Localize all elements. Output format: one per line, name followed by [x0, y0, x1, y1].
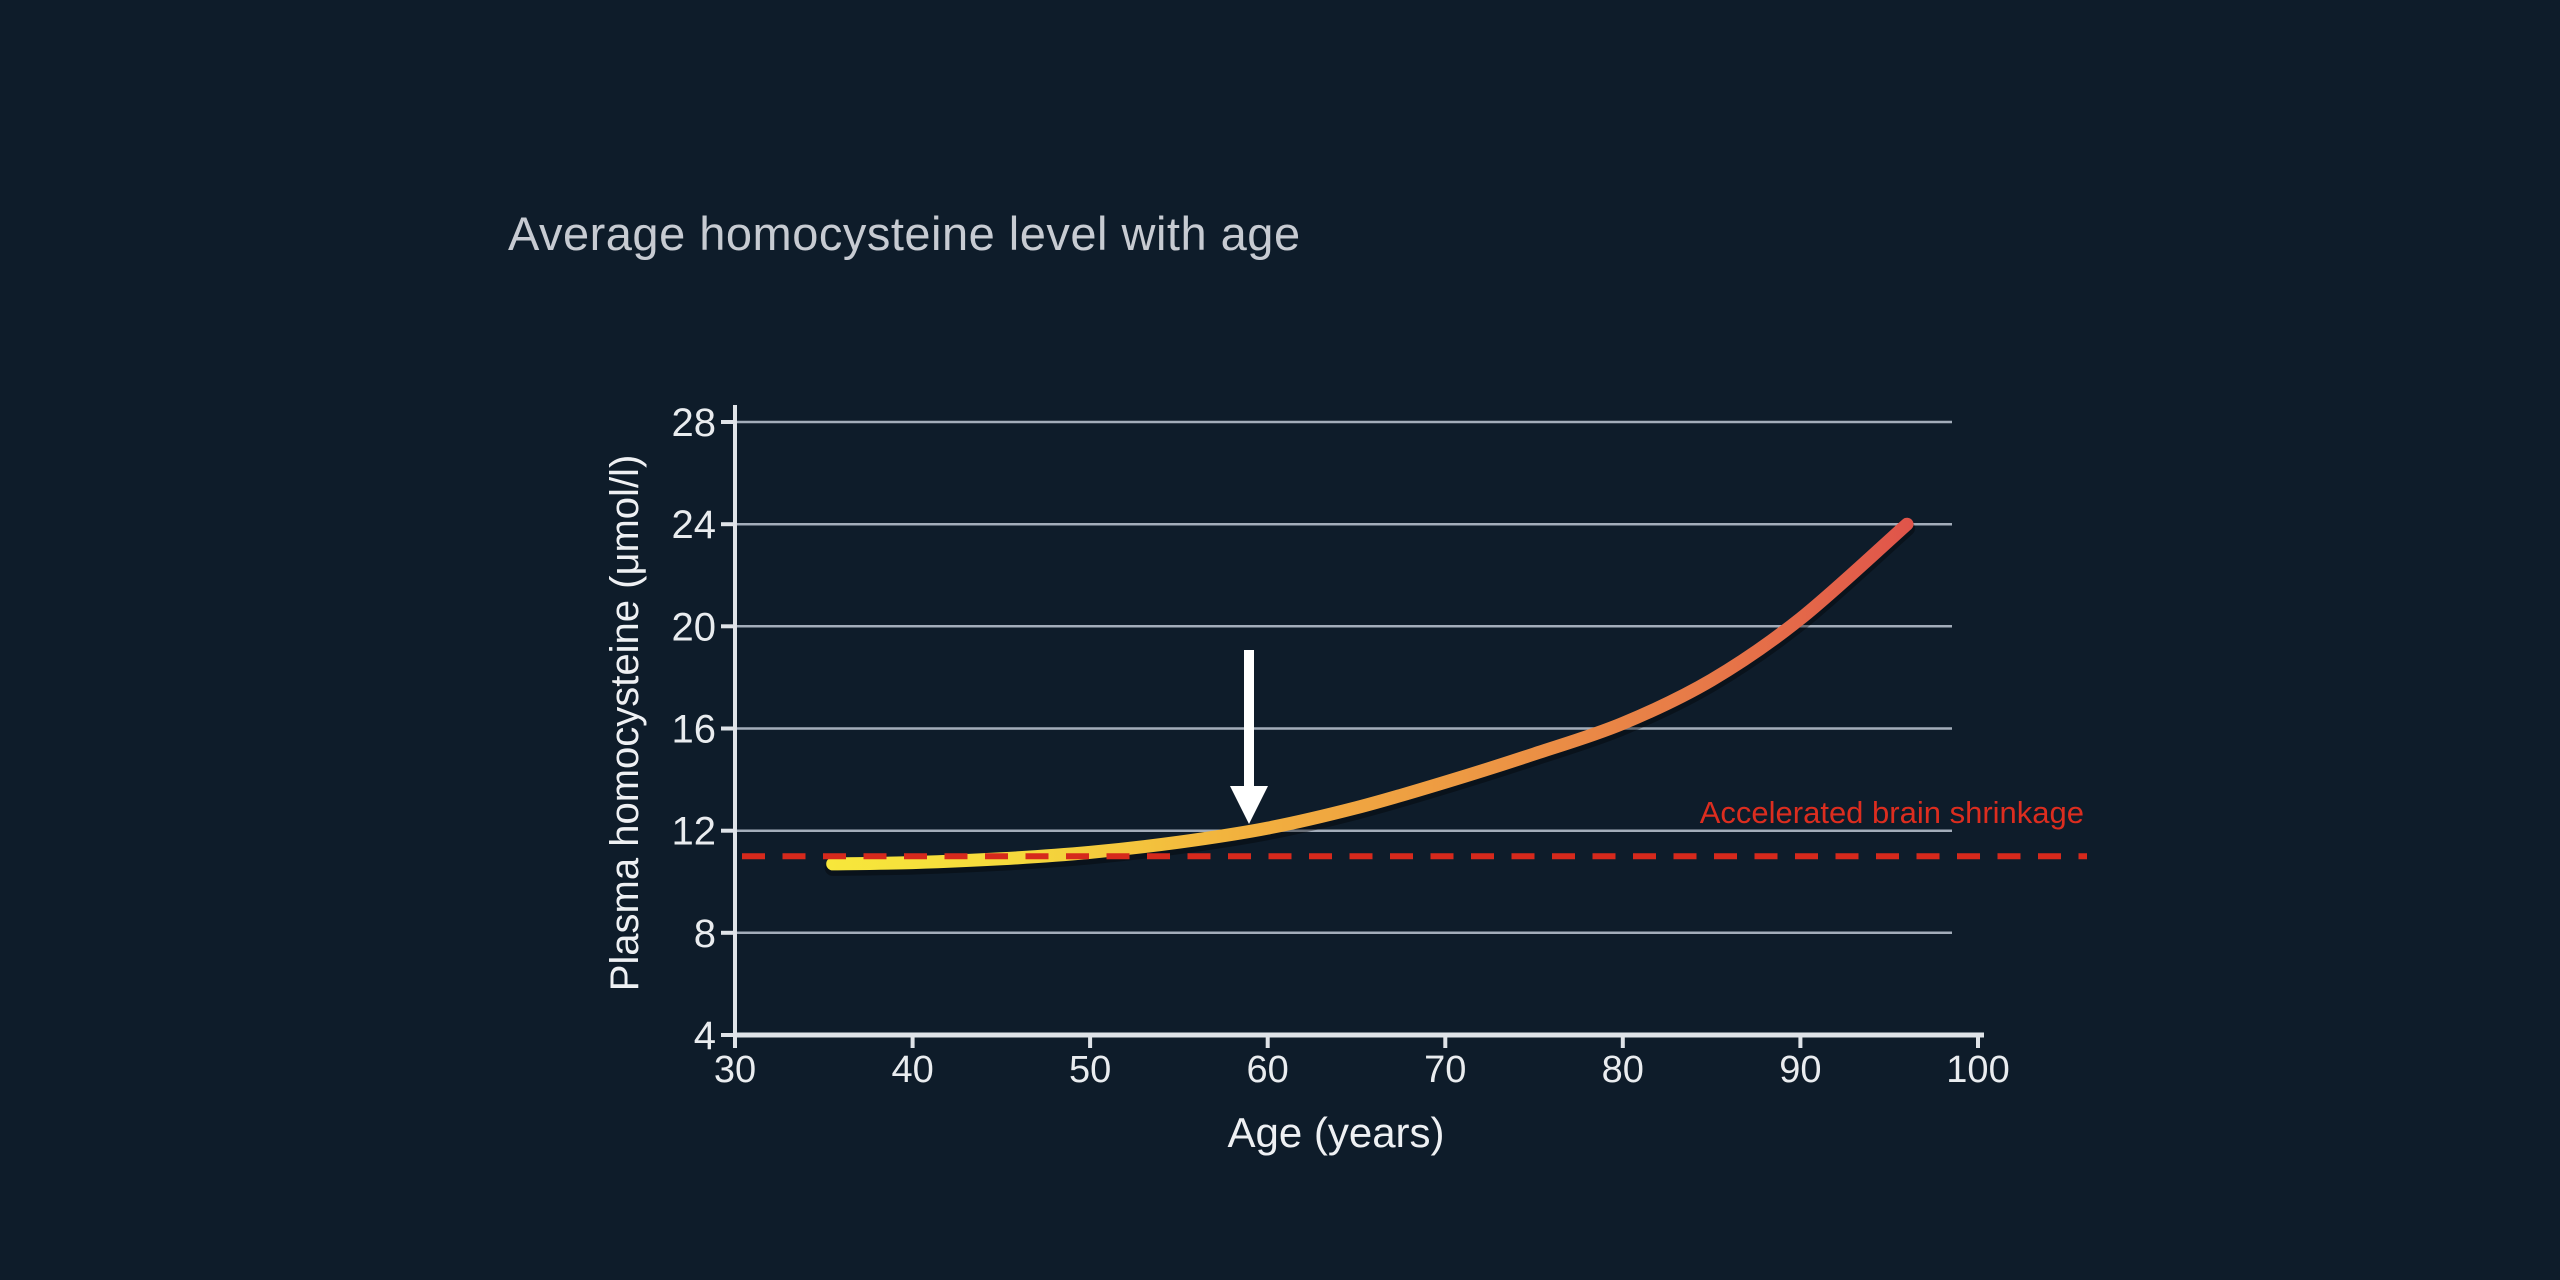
y-tick-labels: 28 24 20 16 12 8 4: [672, 401, 717, 1058]
y-tick-label: 4: [694, 1014, 716, 1058]
y-tick-label: 16: [672, 708, 717, 752]
gridlines: [735, 420, 1952, 935]
x-tick-label: 100: [1946, 1049, 2009, 1091]
y-tick-label: 28: [672, 401, 717, 445]
down-arrow-icon: [1230, 650, 1268, 824]
chart-title: Average homocysteine level with age: [508, 207, 1301, 260]
x-tick-label: 70: [1424, 1049, 1466, 1091]
y-tick-label: 24: [672, 503, 717, 547]
axis-ticks: [721, 420, 1980, 1048]
accelerated-brain-shrinkage-label: Accelerated brain shrinkage: [1700, 795, 2084, 830]
y-tick-label: 20: [672, 605, 717, 649]
y-axis-label: Plasma homocysteine (μmol/l): [603, 455, 647, 992]
x-tick-label: 40: [891, 1049, 933, 1091]
x-tick-label: 90: [1779, 1049, 1821, 1091]
x-tick-label: 80: [1602, 1049, 1644, 1091]
x-tick-labels: 30 40 50 60 70 80 90 100: [714, 1049, 2010, 1091]
x-tick-label: 30: [714, 1049, 756, 1091]
x-axis-label: Age (years): [1227, 1109, 1444, 1156]
y-tick-label: 12: [672, 810, 717, 854]
x-tick-label: 50: [1069, 1049, 1111, 1091]
x-tick-label: 60: [1247, 1049, 1289, 1091]
y-tick-label: 8: [694, 912, 716, 956]
